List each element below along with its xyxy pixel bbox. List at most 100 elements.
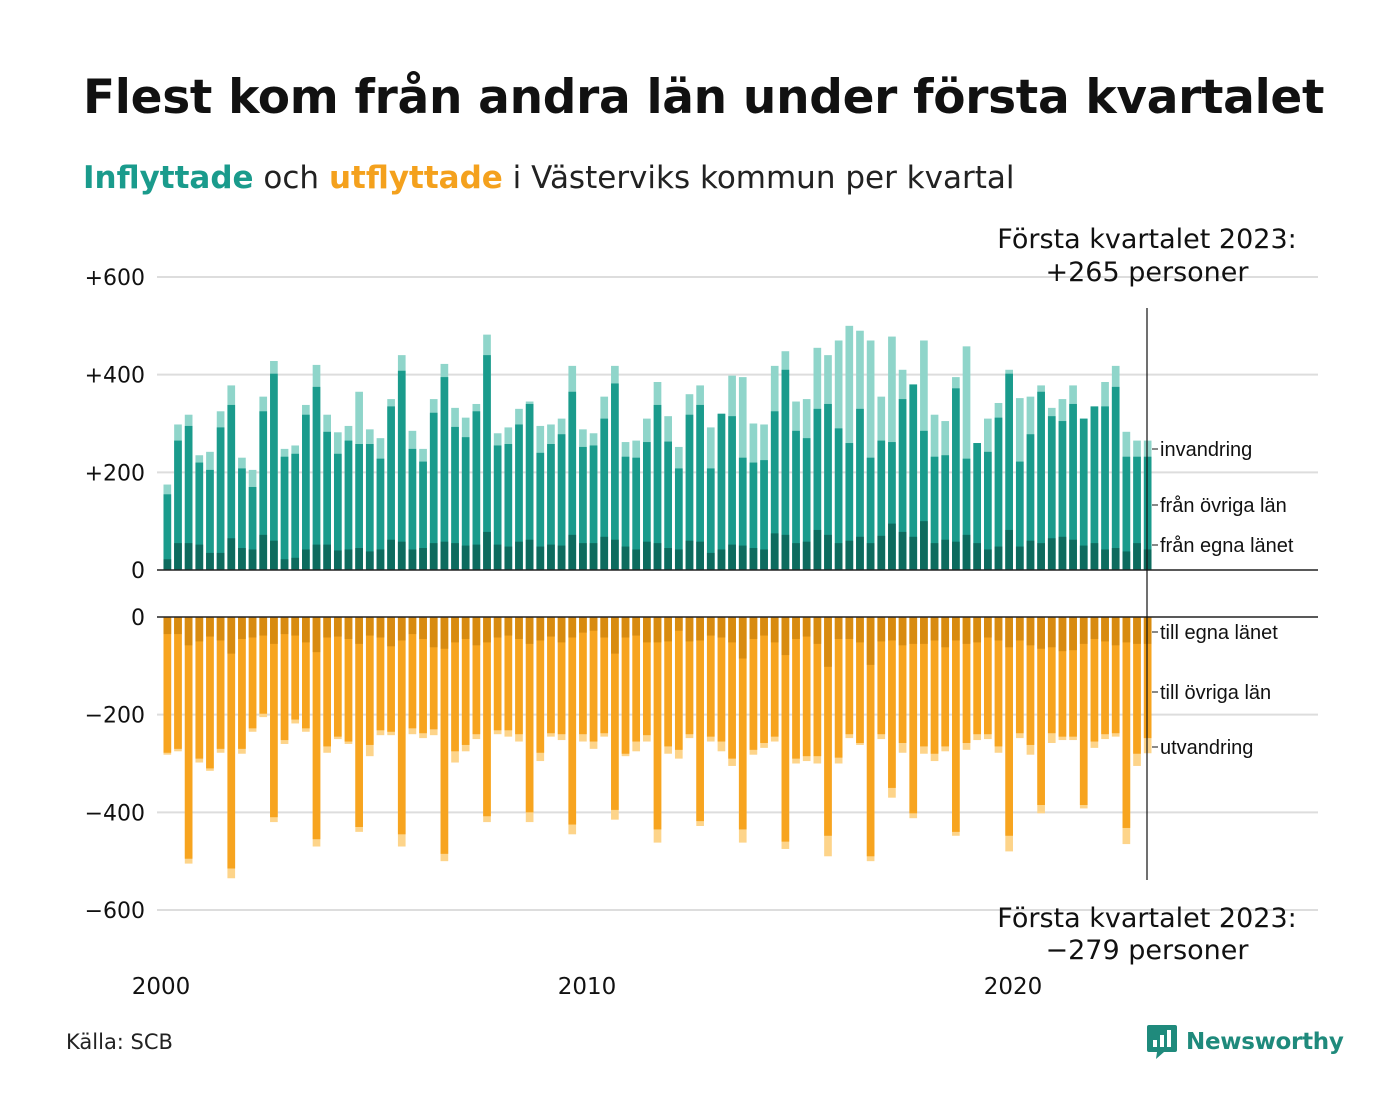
bar-fran-egna-lanet: [579, 543, 587, 570]
bar-fran-ovriga-lan: [365, 444, 374, 570]
bar-fran-egna-lanet: [216, 552, 225, 570]
bar-fran-egna-lanet: [419, 548, 427, 570]
bar-fran-egna-lanet: [429, 543, 438, 570]
bar-fran-egna-lanet: [632, 549, 641, 570]
bar-fran-egna-lanet: [344, 549, 353, 570]
bar-fran-ovriga-lan: [163, 494, 172, 570]
bar-till-ovriga-lan: [184, 617, 193, 859]
source-credit: Källa: SCB: [66, 1030, 173, 1054]
bar-fran-egna-lanet: [1122, 551, 1131, 570]
bar-fran-ovriga-lan: [760, 460, 768, 570]
bar-till-egna-lanet: [696, 617, 704, 641]
y-tick-top: +600: [85, 266, 145, 291]
bar-fran-ovriga-lan: [227, 404, 236, 570]
bar-fran-egna-lanet: [1133, 543, 1141, 570]
series-label-out: utvandring: [1160, 737, 1253, 759]
series-label-out: till egna länet: [1160, 622, 1278, 644]
bar-fran-egna-lanet: [792, 543, 800, 570]
bar-till-egna-lanet: [738, 617, 747, 659]
bar-fran-egna-lanet: [728, 544, 736, 570]
bar-till-egna-lanet: [302, 617, 310, 643]
bar-fran-egna-lanet: [994, 546, 1003, 570]
bar-till-egna-lanet: [461, 617, 470, 639]
bar-till-egna-lanet: [536, 617, 545, 641]
bar-fran-ovriga-lan: [600, 418, 609, 570]
bar-fran-ovriga-lan: [333, 453, 342, 570]
bar-till-egna-lanet: [888, 617, 896, 641]
bar-till-ovriga-lan: [845, 617, 854, 735]
bar-till-ovriga-lan: [717, 617, 726, 742]
bar-till-ovriga-lan: [696, 617, 704, 822]
bar-fran-egna-lanet: [866, 543, 875, 570]
bar-fran-ovriga-lan: [206, 469, 214, 570]
bar-till-ovriga-lan: [547, 617, 555, 734]
bar-fran-ovriga-lan: [749, 462, 758, 570]
bar-fran-ovriga-lan: [1037, 391, 1045, 570]
bar-fran-egna-lanet: [1079, 545, 1088, 570]
bar-till-egna-lanet: [813, 617, 822, 644]
bar-fran-ovriga-lan: [1079, 418, 1088, 570]
bar-fran-ovriga-lan: [547, 444, 555, 570]
bar-fran-ovriga-lan: [1005, 373, 1013, 570]
bar-till-ovriga-lan: [1037, 617, 1045, 806]
bar-fran-ovriga-lan: [1143, 456, 1152, 570]
bar-till-ovriga-lan: [440, 617, 449, 854]
bar-till-egna-lanet: [834, 617, 843, 639]
bar-fran-ovriga-lan: [962, 458, 971, 570]
bar-till-egna-lanet: [920, 617, 928, 644]
bar-till-egna-lanet: [387, 617, 395, 647]
bar-fran-egna-lanet: [1047, 538, 1056, 570]
bar-fran-ovriga-lan: [1047, 416, 1056, 570]
bar-till-ovriga-lan: [1090, 617, 1099, 742]
brand-name: Newsworthy: [1186, 1029, 1344, 1055]
bar-fran-egna-lanet: [280, 559, 289, 570]
bar-till-ovriga-lan: [643, 617, 651, 736]
bar-till-egna-lanet: [674, 617, 683, 631]
bar-fran-ovriga-lan: [653, 404, 662, 570]
bar-till-ovriga-lan: [461, 617, 470, 745]
bar-till-egna-lanet: [845, 617, 854, 639]
bar-fran-egna-lanet: [738, 545, 747, 570]
bar-till-egna-lanet: [493, 617, 502, 638]
bar-till-egna-lanet: [1090, 617, 1099, 639]
bar-fran-egna-lanet: [941, 539, 950, 570]
bar-till-egna-lanet: [483, 617, 491, 643]
bar-fran-egna-lanet: [472, 544, 481, 570]
bar-fran-ovriga-lan: [824, 403, 832, 570]
bar-till-egna-lanet: [1058, 617, 1067, 652]
bar-till-egna-lanet: [706, 617, 715, 636]
bar-fran-ovriga-lan: [483, 355, 491, 570]
bar-fran-ovriga-lan: [238, 468, 246, 570]
bar-fran-egna-lanet: [760, 549, 768, 570]
bar-fran-ovriga-lan: [174, 440, 182, 570]
bar-fran-ovriga-lan: [994, 417, 1003, 570]
bar-fran-egna-lanet: [451, 543, 459, 570]
bar-till-ovriga-lan: [813, 617, 822, 757]
bar-till-ovriga-lan: [408, 617, 417, 729]
bar-till-ovriga-lan: [1047, 617, 1056, 734]
bar-till-egna-lanet: [312, 617, 321, 653]
bar-fran-ovriga-lan: [781, 369, 790, 570]
bar-fran-egna-lanet: [845, 540, 854, 570]
bar-till-egna-lanet: [898, 617, 907, 646]
bar-till-ovriga-lan: [291, 617, 300, 720]
bar-fran-ovriga-lan: [184, 425, 193, 570]
bar-fran-ovriga-lan: [291, 453, 300, 570]
bar-fran-egna-lanet: [983, 549, 992, 570]
bar-fran-ovriga-lan: [813, 408, 822, 570]
x-tick-label: 2020: [984, 974, 1043, 1000]
bar-fran-ovriga-lan: [280, 456, 289, 570]
bar-fran-egna-lanet: [515, 541, 523, 570]
subtitle-inflyttade: Inflyttade: [83, 160, 254, 196]
bar-fran-egna-lanet: [717, 549, 726, 570]
bar-fran-ovriga-lan: [930, 456, 939, 570]
bar-till-ovriga-lan: [323, 617, 332, 747]
bar-till-ovriga-lan: [515, 617, 523, 735]
bar-till-ovriga-lan: [685, 617, 694, 735]
y-tick-bottom: −200: [85, 704, 145, 729]
series-label-in: från övriga län: [1160, 495, 1287, 517]
bar-till-egna-lanet: [216, 617, 225, 641]
bar-till-egna-lanet: [376, 617, 385, 638]
bar-invandring: [962, 346, 971, 570]
bar-till-egna-lanet: [749, 617, 758, 639]
